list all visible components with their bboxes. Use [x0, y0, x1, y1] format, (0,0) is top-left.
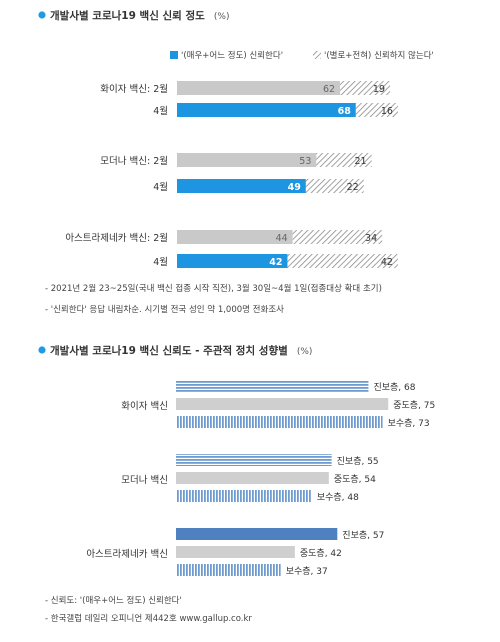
distrust-value-label: 16: [381, 106, 393, 117]
row-label: 4월: [153, 105, 168, 117]
group-label: 모더나 백신: [121, 475, 168, 486]
bar-value-label: 중도층, 42: [300, 548, 342, 559]
trust-bar: [177, 179, 306, 193]
title-bullet-icon: [38, 11, 46, 19]
distrust-value-label: 42: [381, 257, 393, 268]
trust-value-label: 42: [269, 257, 282, 268]
bar-value-label: 중도층, 75: [393, 400, 435, 411]
bar: [176, 490, 312, 502]
bar: [176, 454, 332, 466]
chart1-note-2: - '신뢰한다' 응답 내림차순. 시기별 전국 성인 약 1,000명 전화조…: [45, 304, 284, 315]
row-label: 4월: [153, 181, 168, 193]
trust-bar: [177, 81, 341, 95]
bar: [176, 398, 389, 410]
group-label: 화이자 백신: [121, 401, 168, 412]
trust-value-label: 53: [299, 156, 311, 167]
bar: [176, 546, 295, 558]
chart1-bars: 화이자 백신: 2월 62 19 4월 68 16 모더나 백신: 2월 53 21 4월 49 22…: [65, 81, 398, 268]
bar-value-label: 진보층, 55: [337, 456, 379, 467]
chart1-unit: (%): [214, 12, 230, 22]
chart1-title-line: 개발사별 코로나19 백신 신뢰 정도 (%): [50, 4, 230, 23]
distrust-bar: [355, 103, 398, 117]
distrust-bar: [340, 81, 391, 95]
row-label: 화이자 백신: 2월: [100, 83, 168, 95]
bar-value-label: 중도층, 54: [334, 474, 376, 485]
bar: [176, 472, 329, 484]
row-label: 모더나 백신: 2월: [100, 155, 168, 167]
distrust-bar: [292, 230, 383, 244]
legend-trust-swatch: [170, 51, 178, 59]
bar-value-label: 진보층, 68: [373, 382, 415, 393]
distrust-value-label: 21: [355, 156, 367, 167]
row-label: 아스트라제네카 백신: 2월: [65, 232, 168, 244]
distrust-bar: [287, 254, 398, 268]
legend-distrust-swatch: [313, 51, 321, 59]
trust-bar: [177, 230, 293, 244]
trust-value-label: 62: [323, 84, 335, 95]
trust-value-label: 49: [288, 182, 301, 193]
legend-distrust-label: '(별로+전혀) 신뢰하지 않는다': [324, 50, 434, 61]
chart2-note-2: - 한국갤럽 데일리 오피니언 제442호 www.gallup.co.kr: [45, 613, 252, 624]
chart1-title: 개발사별 코로나19 백신 신뢰 정도: [50, 9, 205, 22]
bar: [176, 416, 383, 428]
trust-bar: [177, 254, 288, 268]
distrust-value-label: 22: [347, 182, 359, 193]
distrust-bar: [316, 153, 372, 167]
distrust-value-label: 34: [365, 233, 377, 244]
trust-bar: [177, 103, 356, 117]
distrust-value-label: 19: [373, 84, 385, 95]
chart2-unit: (%): [297, 347, 313, 357]
chart1-note-1: - 2021년 2월 23~25일(국내 백신 접종 시작 직전), 3월 30…: [45, 283, 382, 294]
group-label: 아스트라제네카 백신: [86, 549, 168, 560]
bar-value-label: 보수층, 73: [388, 418, 430, 429]
legend-trust-label: '(매우+어느 정도) 신뢰한다': [181, 50, 283, 61]
trust-value-label: 68: [338, 106, 352, 117]
bar-value-label: 보수층, 37: [286, 566, 328, 577]
bar: [176, 380, 369, 392]
chart2-note-1: - 신뢰도: '(매우+어느 정도) 신뢰한다': [45, 595, 182, 606]
chart2-title-line: 개발사별 코로나19 백신 신뢰도 - 주관적 정치 성향별 (%): [50, 339, 312, 358]
trust-bar: [177, 153, 317, 167]
distrust-bar: [305, 179, 364, 193]
bar: [176, 564, 281, 576]
bar: [176, 528, 338, 540]
chart2-title: 개발사별 코로나19 백신 신뢰도 - 주관적 정치 성향별: [50, 344, 288, 357]
bar-value-label: 진보층, 57: [342, 530, 384, 541]
title-bullet-icon: [38, 346, 46, 354]
row-label: 4월: [153, 256, 168, 268]
trust-value-label: 44: [276, 233, 288, 244]
chart2-bars: 화이자 백신 진보층, 68 중도층, 75 보수층, 73 모더나 백신 진보층, 55…: [86, 380, 435, 577]
bar-value-label: 보수층, 48: [317, 492, 359, 503]
